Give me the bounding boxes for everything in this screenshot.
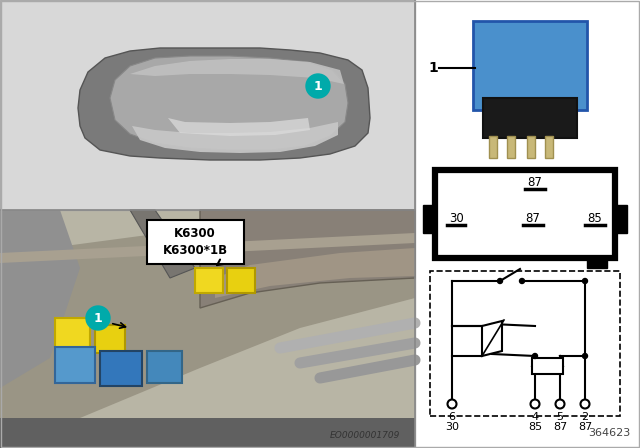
Polygon shape	[215, 248, 415, 298]
Bar	[0, 210, 415, 448]
Polygon shape	[0, 210, 80, 388]
Text: 85: 85	[528, 422, 542, 432]
Bar	[430, 271, 620, 416]
Polygon shape	[132, 122, 338, 153]
Text: 1: 1	[314, 79, 323, 92]
Polygon shape	[110, 56, 348, 150]
Text: 87: 87	[527, 176, 543, 189]
Text: 87: 87	[553, 422, 567, 432]
Text: 1: 1	[93, 311, 102, 324]
Bar	[0, 0, 415, 210]
Bar	[195, 268, 223, 293]
FancyBboxPatch shape	[473, 21, 587, 110]
Text: 87: 87	[525, 211, 540, 224]
Bar	[55, 347, 95, 383]
Text: 6: 6	[449, 412, 456, 422]
Bar	[227, 268, 255, 293]
Circle shape	[520, 279, 525, 284]
Bar	[147, 351, 182, 383]
Text: 2: 2	[581, 412, 589, 422]
Text: 87: 87	[578, 422, 592, 432]
Bar	[423, 205, 435, 233]
Text: 5: 5	[557, 412, 563, 422]
Circle shape	[532, 353, 538, 358]
Polygon shape	[78, 48, 370, 160]
Text: 4: 4	[531, 412, 539, 422]
Polygon shape	[0, 233, 415, 263]
Polygon shape	[200, 210, 415, 308]
Bar	[95, 325, 125, 353]
Circle shape	[447, 400, 456, 409]
Text: K6300: K6300	[174, 227, 216, 240]
Polygon shape	[130, 210, 195, 278]
Text: 364623: 364623	[588, 428, 630, 438]
FancyBboxPatch shape	[147, 220, 244, 264]
Circle shape	[556, 400, 564, 409]
Circle shape	[580, 400, 589, 409]
Text: 30: 30	[445, 422, 459, 432]
Polygon shape	[482, 321, 502, 356]
Bar	[435, 170, 615, 258]
Bar	[489, 136, 497, 158]
Bar	[615, 205, 627, 233]
Bar	[532, 358, 563, 374]
Bar	[420, 0, 640, 448]
Bar	[100, 351, 142, 386]
Bar	[507, 136, 515, 158]
Text: K6300*1B: K6300*1B	[163, 244, 228, 257]
Bar	[55, 318, 90, 348]
Bar	[483, 98, 577, 138]
Circle shape	[86, 306, 110, 330]
Text: EO0000001709: EO0000001709	[330, 431, 400, 440]
Circle shape	[582, 353, 588, 358]
Text: 30: 30	[450, 211, 465, 224]
Polygon shape	[130, 59, 344, 84]
Circle shape	[582, 279, 588, 284]
Circle shape	[306, 74, 330, 98]
Bar	[587, 256, 607, 268]
Bar	[545, 136, 553, 158]
Bar	[0, 418, 415, 448]
Bar	[527, 136, 535, 158]
Text: 1: 1	[428, 61, 438, 75]
Polygon shape	[168, 118, 310, 136]
Polygon shape	[0, 228, 415, 418]
Circle shape	[531, 400, 540, 409]
Circle shape	[497, 279, 502, 284]
Text: 85: 85	[588, 211, 602, 224]
